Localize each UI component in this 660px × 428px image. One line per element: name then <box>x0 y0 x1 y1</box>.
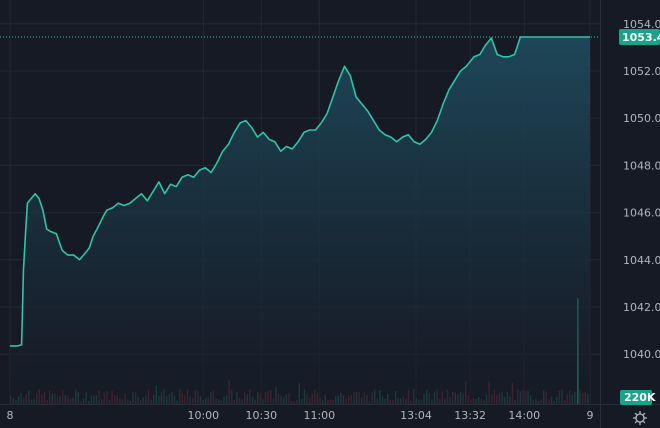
x-tick-label: 11:00 <box>303 409 335 422</box>
gear-icon-tooth <box>634 412 638 416</box>
x-tick-label: 9 <box>587 409 594 422</box>
badges: 1053.44 220K <box>619 29 660 405</box>
y-tick-label: 1040.00 <box>623 348 660 361</box>
volume-badge-label: 220K <box>624 391 656 404</box>
x-axis: 8 10:00 10:30 11:00 13:04 13:32 14:00 9 <box>7 409 594 422</box>
y-tick-label: 1044.00 <box>623 254 660 267</box>
price-area <box>10 37 590 404</box>
volume-badge <box>620 390 652 405</box>
x-tick-label: 10:00 <box>187 409 219 422</box>
y-tick-label: 1052.00 <box>623 65 660 78</box>
y-tick-label: 1046.00 <box>623 207 660 220</box>
y-tick-label: 1050.00 <box>623 112 660 125</box>
x-tick-label: 13:04 <box>400 409 432 422</box>
x-tick-label: 8 <box>7 409 14 422</box>
price-area-fill <box>10 37 590 404</box>
last-price-badge-label: 1053.44 <box>622 31 660 44</box>
x-tick-label: 10:30 <box>245 409 277 422</box>
x-tick-label: 14:00 <box>508 409 540 422</box>
y-tick-label: 1054.00 <box>623 18 660 31</box>
x-tick-label: 13:32 <box>454 409 486 422</box>
price-line <box>0 36 600 347</box>
gear-icon-tooth <box>642 420 646 424</box>
y-tick-label: 1048.00 <box>623 159 660 172</box>
last-price-badge <box>619 29 660 46</box>
y-axis: 1054.00 1052.00 1050.00 1048.00 1046.00 1044.… <box>623 18 660 361</box>
price-series-line <box>10 36 590 347</box>
gear-icon-ring <box>635 413 645 423</box>
gear-icon[interactable] <box>633 411 647 425</box>
gear-icon-tooth <box>634 420 638 424</box>
y-tick-label: 1042.00 <box>623 301 660 314</box>
gear-icon-tooth <box>642 412 646 416</box>
